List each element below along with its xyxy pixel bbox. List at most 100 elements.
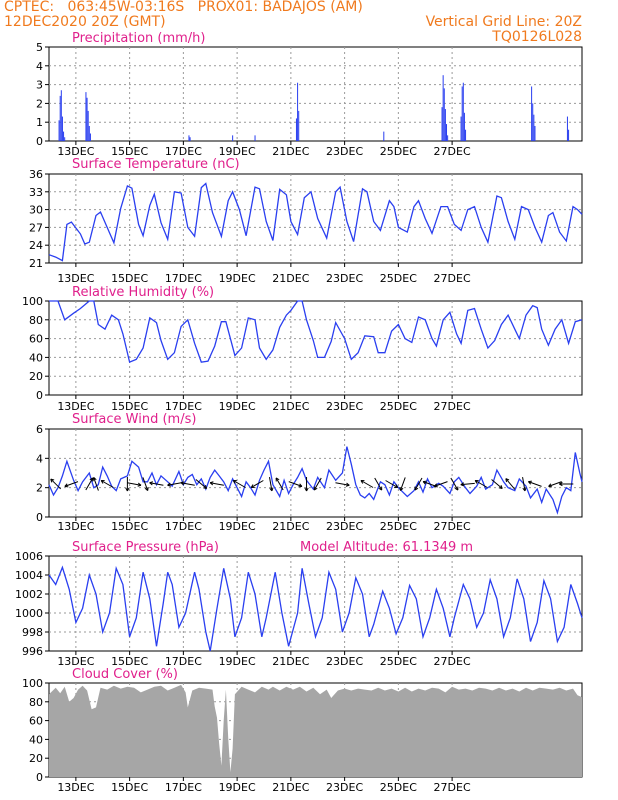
x-tick-label: 17DEC xyxy=(165,272,202,285)
panel-title: Surface Pressure (hPa) xyxy=(72,540,219,555)
panel-frame xyxy=(48,555,583,652)
x-tick-label: 27DEC xyxy=(434,655,471,668)
wind-arrow xyxy=(460,482,475,487)
y-tick-label: 40 xyxy=(29,351,43,364)
x-tick-label: 17DEC xyxy=(165,145,202,158)
precip-bar xyxy=(444,109,446,141)
x-tick-label: 25DEC xyxy=(380,272,417,285)
precip-bar xyxy=(85,92,87,141)
precip-bar xyxy=(446,124,448,141)
y-tick-label: 6 xyxy=(36,423,43,436)
precip-bar xyxy=(86,97,88,141)
precip-bar xyxy=(531,86,533,141)
x-tick-label: 27DEC xyxy=(434,520,471,533)
wind-arrow xyxy=(250,480,264,488)
wind-arrow xyxy=(491,479,503,489)
precip-bar xyxy=(460,116,462,141)
precip-bar xyxy=(383,131,385,141)
wind-arrow xyxy=(209,481,224,486)
precip-bar xyxy=(298,110,300,141)
y-tick-label: 1000 xyxy=(15,607,43,620)
x-tick-label: 13DEC xyxy=(57,400,94,413)
panel-frame xyxy=(48,173,583,264)
x-tick-label: 21DEC xyxy=(272,145,309,158)
series-line xyxy=(48,182,583,262)
wind-arrow xyxy=(269,477,274,492)
y-tick-label: 996 xyxy=(22,645,43,658)
y-tick-label: 60 xyxy=(29,715,43,728)
wind-arrow xyxy=(100,480,114,488)
precip-bar xyxy=(58,120,60,141)
precip-bar xyxy=(297,82,299,141)
wind-arrow xyxy=(414,477,423,491)
precip-bar xyxy=(462,82,464,141)
y-tick-label: 5 xyxy=(36,41,43,54)
wind-arrow xyxy=(505,478,516,490)
x-tick-label: 13DEC xyxy=(57,272,94,285)
y-tick-label: 24 xyxy=(29,239,43,252)
precip-bar xyxy=(61,116,63,141)
precip-bar xyxy=(461,86,463,141)
wind-arrow xyxy=(85,477,94,491)
y-tick-label: 27 xyxy=(29,221,43,234)
wind-arrow xyxy=(360,480,374,488)
wind-arrow xyxy=(195,479,208,489)
x-tick-label: 13DEC xyxy=(57,520,94,533)
wind-arrow xyxy=(64,481,79,488)
precip-bar xyxy=(88,125,90,141)
y-tick-label: 20 xyxy=(29,370,43,383)
y-tick-label: 0 xyxy=(36,771,43,784)
panel-frame xyxy=(48,300,583,396)
precip-bar xyxy=(441,107,443,141)
y-tick-label: 1 xyxy=(36,116,43,129)
precip-bar xyxy=(89,133,91,141)
wind-arrow xyxy=(374,477,383,491)
wind-arrow xyxy=(433,481,448,488)
precip-bar xyxy=(533,114,535,141)
wind-arrow xyxy=(92,477,99,491)
x-tick-label: 17DEC xyxy=(165,520,202,533)
y-tick-label: 80 xyxy=(29,696,43,709)
wind-arrow xyxy=(50,478,62,490)
precip-bar xyxy=(532,103,534,141)
precip-bar xyxy=(64,137,66,141)
x-tick-label: 23DEC xyxy=(326,520,363,533)
x-tick-label: 17DEC xyxy=(165,655,202,668)
wind-arrow xyxy=(474,480,488,488)
precip-bar xyxy=(465,129,467,141)
wind-arrow xyxy=(313,477,322,491)
wind-arrow xyxy=(422,480,437,487)
y-tick-label: 30 xyxy=(29,204,43,217)
wind-arrow xyxy=(127,482,142,487)
y-tick-label: 3 xyxy=(36,79,43,92)
wind-arrow xyxy=(142,477,149,491)
precip-bar xyxy=(442,75,444,141)
x-tick-label: 19DEC xyxy=(219,272,256,285)
x-tick-label: 27DEC xyxy=(434,145,471,158)
y-tick-label: 33 xyxy=(29,186,43,199)
precip-bar xyxy=(463,112,465,141)
x-tick-label: 21DEC xyxy=(272,781,309,794)
series-line xyxy=(49,300,583,363)
x-tick-label: 15DEC xyxy=(111,400,148,413)
x-tick-label: 17DEC xyxy=(165,781,202,794)
x-tick-label: 21DEC xyxy=(272,520,309,533)
x-tick-label: 19DEC xyxy=(219,520,256,533)
x-tick-label: 15DEC xyxy=(111,781,148,794)
wind-arrow xyxy=(385,480,399,488)
y-tick-label: 1004 xyxy=(15,569,43,582)
panel-title: Surface Wind (m/s) xyxy=(72,412,196,427)
x-tick-label: 25DEC xyxy=(380,655,417,668)
x-tick-label: 13DEC xyxy=(57,145,94,158)
init-time: 12DEC2020 20Z (GMT) xyxy=(4,14,166,30)
y-tick-label: 100 xyxy=(22,677,43,690)
panel-annotation: Model Altitude: 61.1349 m xyxy=(300,540,473,555)
x-tick-label: 23DEC xyxy=(326,781,363,794)
x-tick-label: 23DEC xyxy=(326,655,363,668)
x-tick-label: 19DEC xyxy=(219,655,256,668)
wind-arrow xyxy=(528,480,542,487)
precip-bar xyxy=(63,131,65,141)
y-tick-label: 100 xyxy=(22,295,43,308)
x-tick-label: 23DEC xyxy=(326,145,363,158)
